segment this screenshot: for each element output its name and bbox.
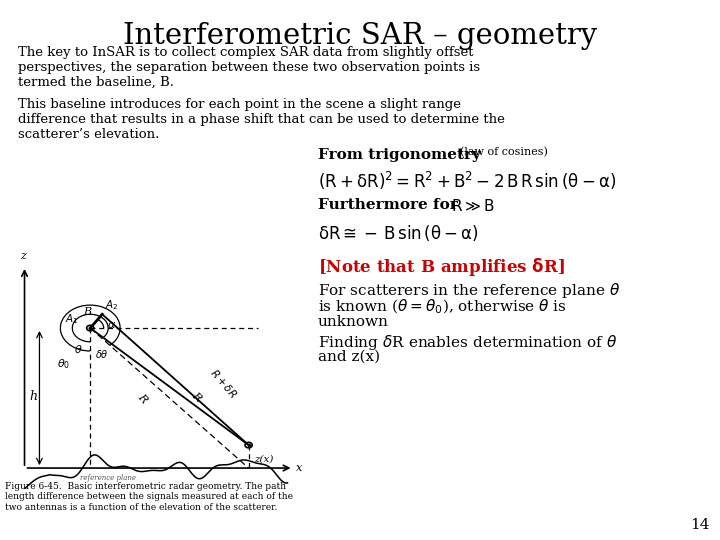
Text: $\mathsf{\delta R \cong -\,B\,sin\,(\theta - \alpha)}$: $\mathsf{\delta R \cong -\,B\,sin\,(\the…: [318, 223, 479, 243]
Text: 14: 14: [690, 518, 710, 532]
Text: From trigonometry: From trigonometry: [318, 148, 481, 162]
Text: $A_1$: $A_1$: [65, 312, 78, 326]
Text: Figure 6-45.  Basic interferometric radar geometry. The path
length difference b: Figure 6-45. Basic interferometric radar…: [5, 482, 293, 512]
Text: $\mathsf{R \gg B}$: $\mathsf{R \gg B}$: [451, 198, 495, 214]
Text: h: h: [30, 390, 37, 403]
Text: $\mathsf{(R + \delta R)^2 = R^2 + B^2 - 2\,B\,R\,sin\,(\theta - \alpha)}$: $\mathsf{(R + \delta R)^2 = R^2 + B^2 - …: [318, 170, 616, 192]
Text: (law of cosines): (law of cosines): [460, 147, 548, 157]
Text: x: x: [297, 463, 302, 473]
Text: termed the baseline, B.: termed the baseline, B.: [18, 76, 174, 89]
Text: $\theta_0$: $\theta_0$: [57, 357, 70, 370]
Text: Furthermore for: Furthermore for: [318, 198, 463, 212]
Text: R: R: [135, 392, 148, 404]
Text: scatterer’s elevation.: scatterer’s elevation.: [18, 128, 159, 141]
Text: B: B: [84, 307, 91, 316]
Text: Interferometric SAR – geometry: Interferometric SAR – geometry: [123, 22, 597, 50]
Text: difference that results in a phase shift that can be used to determine the: difference that results in a phase shift…: [18, 113, 505, 126]
Text: $\theta$: $\theta$: [74, 343, 83, 355]
Text: z: z: [20, 252, 26, 261]
Text: and z(x): and z(x): [318, 350, 380, 364]
Text: [Note that B amplifies $\mathbf{\delta}$R]: [Note that B amplifies $\mathbf{\delta}$…: [318, 256, 564, 278]
Text: perspectives, the separation between these two observation points is: perspectives, the separation between the…: [18, 61, 480, 74]
Text: z(x): z(x): [255, 454, 274, 463]
Text: $\delta\theta$: $\delta\theta$: [95, 348, 109, 360]
Text: The key to InSAR is to collect complex SAR data from slightly offset: The key to InSAR is to collect complex S…: [18, 46, 474, 59]
Text: Finding $\delta$R enables determination of $\theta$: Finding $\delta$R enables determination …: [318, 333, 617, 352]
Text: $R+\delta R$: $R+\delta R$: [208, 367, 240, 401]
Text: R: R: [189, 390, 202, 403]
Text: $\alpha$: $\alpha$: [107, 320, 116, 329]
Text: unknown: unknown: [318, 315, 389, 329]
Text: is known ($\theta = \theta_0$), otherwise $\theta$ is: is known ($\theta = \theta_0$), otherwis…: [318, 298, 567, 316]
Text: $A_2$: $A_2$: [105, 298, 119, 312]
Text: This baseline introduces for each point in the scene a slight range: This baseline introduces for each point …: [18, 98, 461, 111]
Text: For scatterers in the reference plane $\theta$: For scatterers in the reference plane $\…: [318, 281, 621, 300]
Text: reference plane: reference plane: [80, 474, 136, 482]
